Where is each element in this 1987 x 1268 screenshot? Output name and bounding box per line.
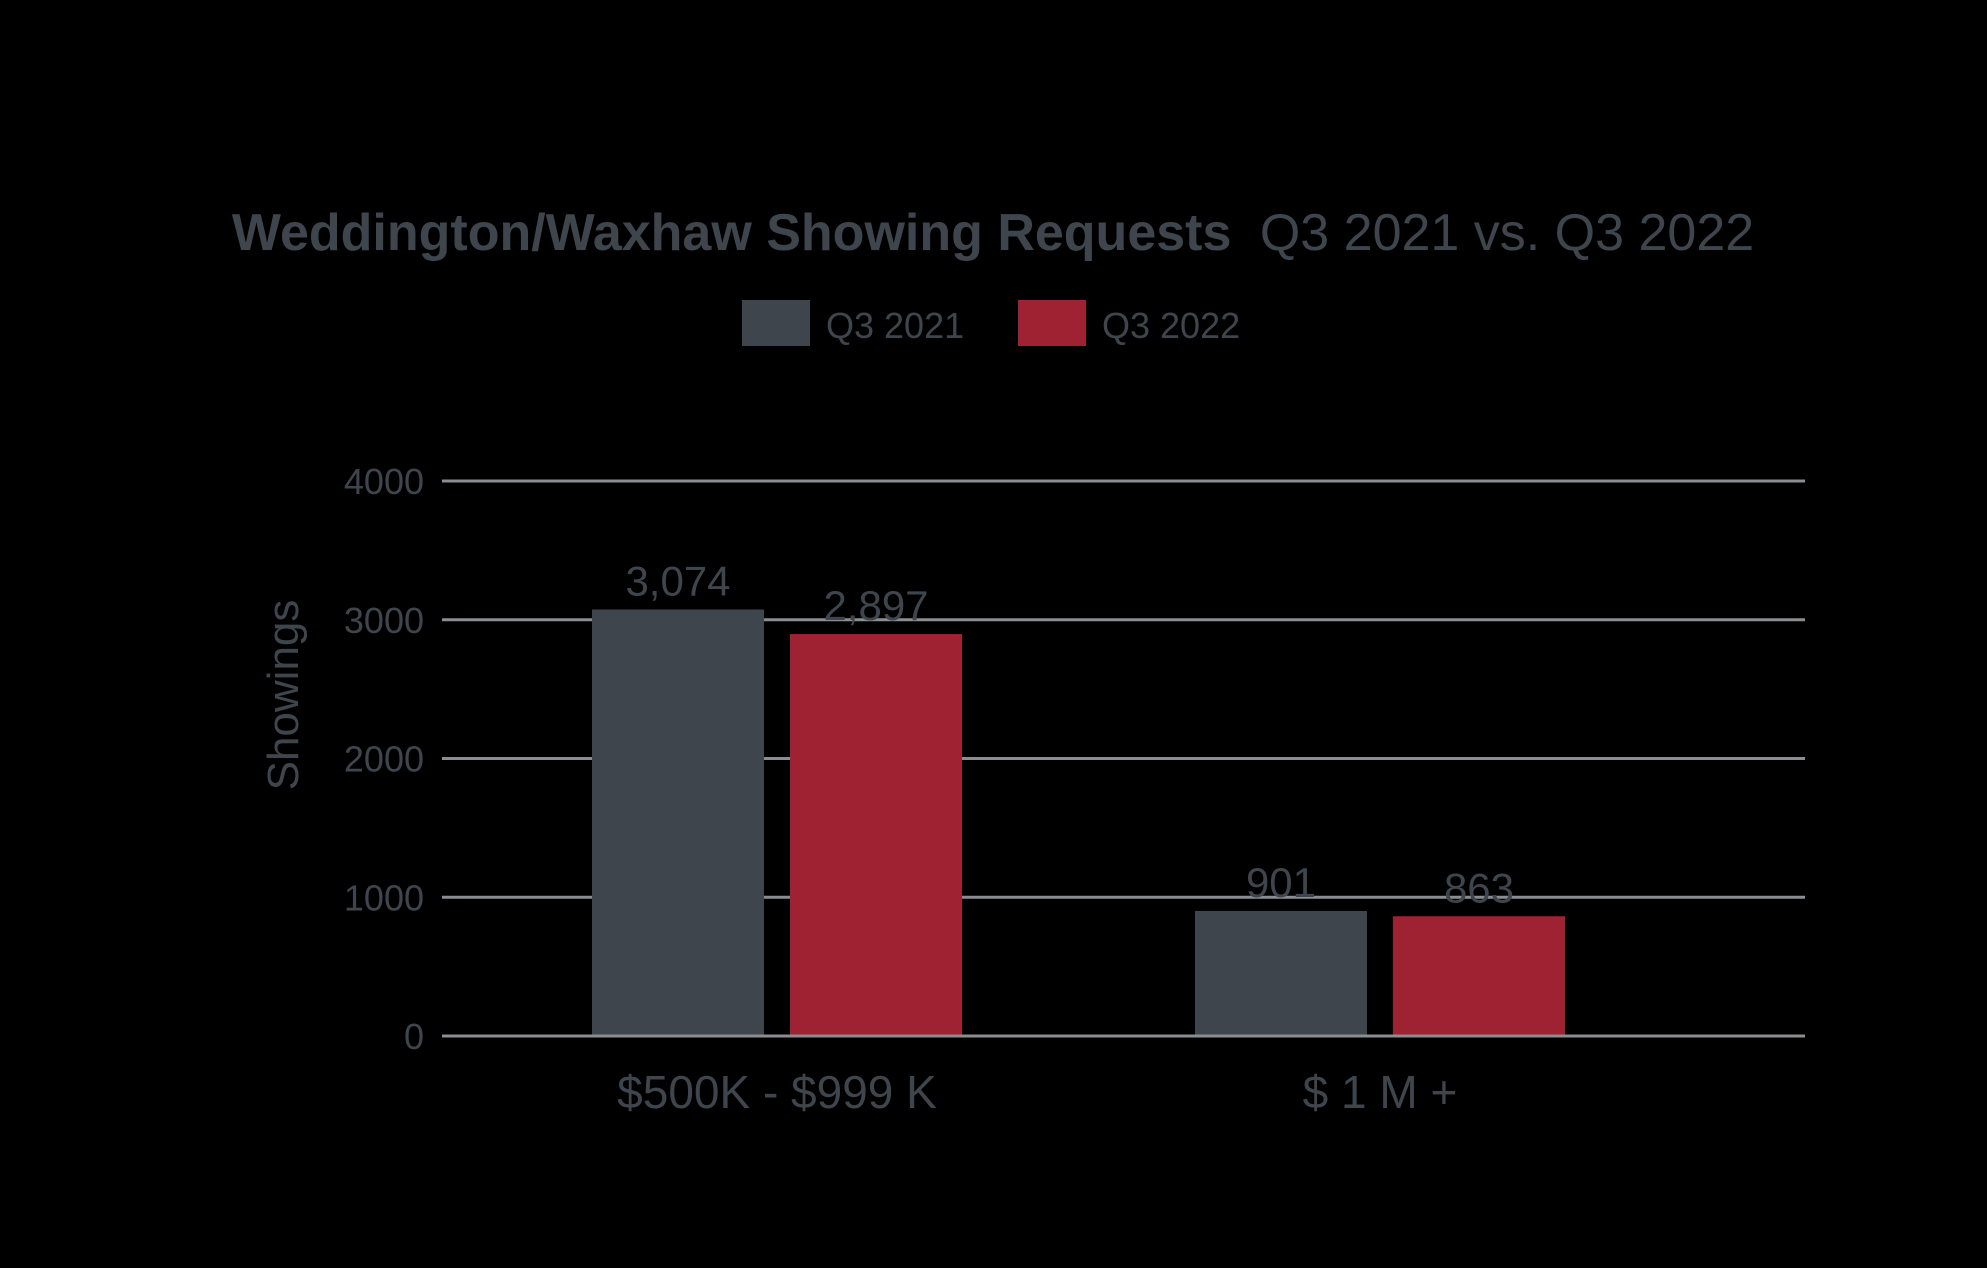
x-tick-label: $500K - $999 K xyxy=(617,1066,937,1118)
y-tick-label: 1000 xyxy=(344,877,424,918)
y-tick-label: 4000 xyxy=(344,461,424,502)
legend: Q3 2021 Q3 2022 xyxy=(742,300,1240,346)
bar-q3-2022-0 xyxy=(790,634,962,1036)
legend-label-q3-2021: Q3 2021 xyxy=(826,305,964,346)
bar-value-label: 2,897 xyxy=(823,582,928,629)
y-tick-label: 2000 xyxy=(344,739,424,780)
y-tick-label: 3000 xyxy=(344,600,424,641)
bar-value-label: 3,074 xyxy=(625,557,730,604)
chart-title-rest: Q3 2021 vs. Q3 2022 xyxy=(1260,204,1754,262)
legend-swatch-q3-2021 xyxy=(742,300,810,346)
x-tick-label: $ 1 M + xyxy=(1303,1066,1458,1118)
bars xyxy=(592,609,1565,1036)
chart-title-bold: Weddington/Waxhaw Showing Requests xyxy=(232,204,1232,262)
bar-q3-2022-1 xyxy=(1393,916,1565,1036)
y-tick-label: 0 xyxy=(404,1016,424,1057)
chart-title: Weddington/Waxhaw Showing Requests Q3 20… xyxy=(232,204,1754,262)
legend-label-q3-2022: Q3 2022 xyxy=(1102,305,1240,346)
y-axis-label: Showings xyxy=(259,600,308,791)
bar-value-label: 901 xyxy=(1246,859,1316,906)
bar-q3-2021-0 xyxy=(592,609,764,1036)
bar-value-label: 863 xyxy=(1444,864,1514,911)
y-axis-ticks: 0 1000 2000 3000 4000 xyxy=(344,461,424,1057)
bar-value-labels: 3,074 2,897 901 863 xyxy=(625,557,1514,911)
legend-swatch-q3-2022 xyxy=(1018,300,1086,346)
x-axis-ticks: $500K - $999 K $ 1 M + xyxy=(442,1034,1805,1118)
bar-q3-2021-1 xyxy=(1195,910,1367,1036)
